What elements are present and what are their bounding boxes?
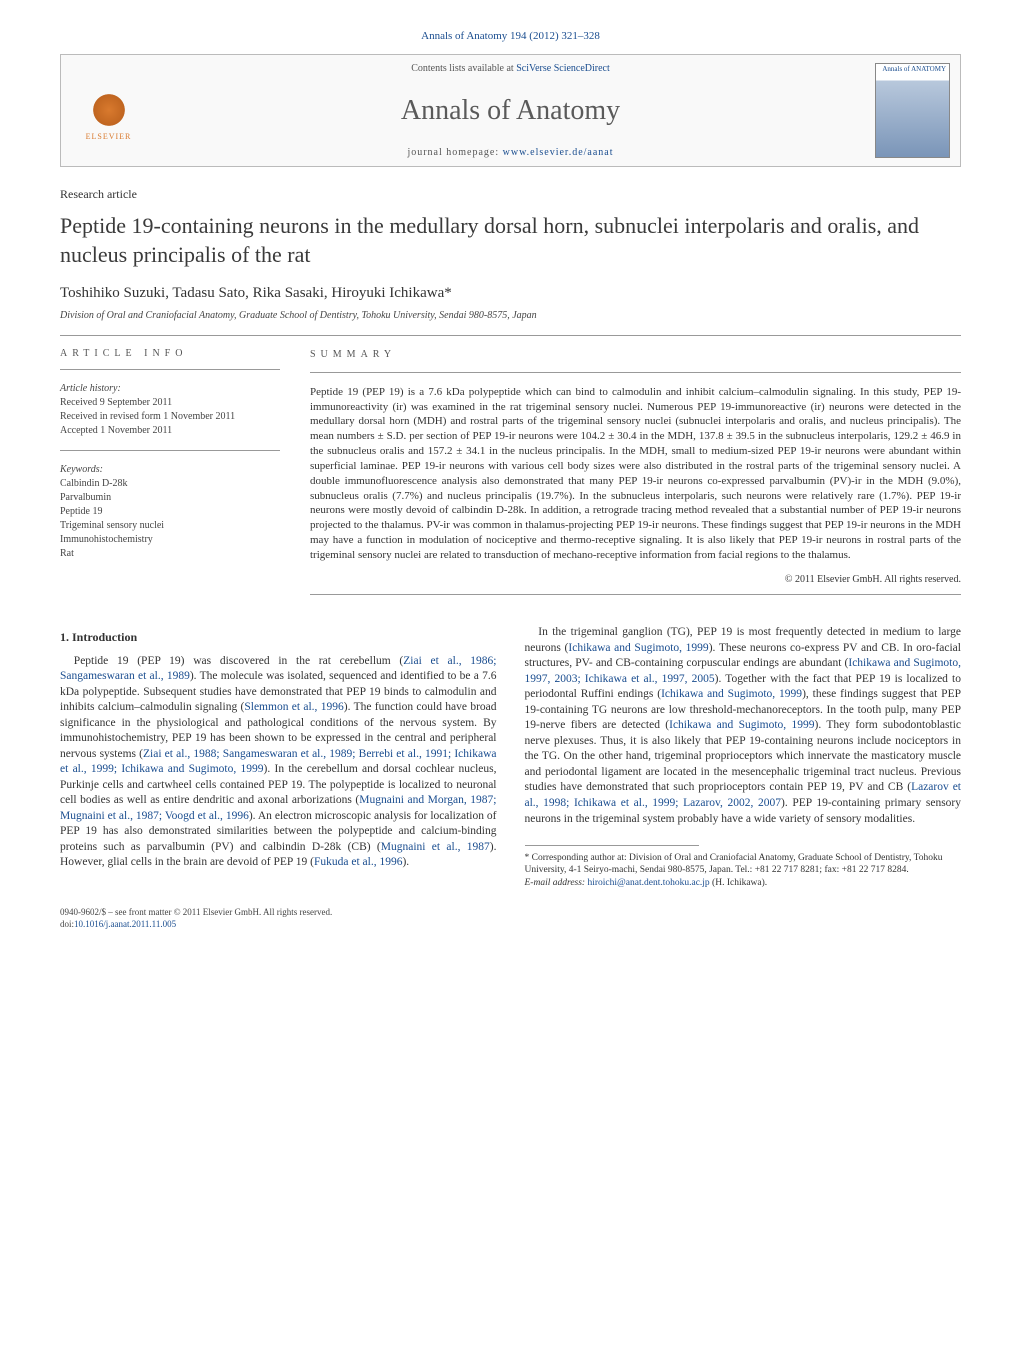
citation-link[interactable]: Mugnaini et al., 1987 (381, 841, 490, 853)
front-matter-line: 0940-9602/$ – see front matter © 2011 El… (60, 907, 961, 919)
contents-available: Contents lists available at SciVerse Sci… (166, 63, 855, 74)
corresponding-author-footnote: * Corresponding author at: Division of O… (525, 852, 962, 877)
divider (60, 335, 961, 336)
abstract-column: summary Peptide 19 (PEP 19) is a 7.6 kDa… (310, 348, 961, 607)
citation-link[interactable]: Slemmon et al., 1996 (244, 701, 343, 713)
info-abstract-row: article info Article history: Received 9… (60, 348, 961, 607)
article-history: Article history: Received 9 September 20… (60, 382, 280, 438)
keywords-label: Keywords: (60, 464, 103, 475)
p1-text: Peptide 19 (PEP 19) was discovered in th… (74, 655, 403, 667)
article-type: Research article (60, 187, 961, 202)
section-heading-introduction: 1. Introduction (60, 629, 497, 645)
header-center: Contents lists available at SciVerse Sci… (156, 55, 865, 166)
footer-metadata: 0940-9602/$ – see front matter © 2011 El… (60, 907, 961, 930)
history-received: Received 9 September 2011 (60, 396, 280, 410)
article-info-column: article info Article history: Received 9… (60, 348, 280, 607)
info-divider (60, 450, 280, 451)
footnote-block: * Corresponding author at: Division of O… (525, 845, 962, 889)
email-suffix: (H. Ichikawa). (710, 878, 768, 888)
keyword: Immunohistochemistry (60, 533, 280, 547)
keyword: Trigeminal sensory nuclei (60, 519, 280, 533)
keyword: Parvalbumin (60, 491, 280, 505)
info-divider (60, 369, 280, 370)
cover-title: Annals of ANATOMY (879, 66, 946, 73)
doi-prefix: doi: (60, 919, 74, 929)
homepage-prefix: journal homepage: (407, 147, 502, 158)
citation-link[interactable]: Ichikawa and Sugimoto, 1999 (661, 688, 802, 700)
citation-link[interactable]: Ichikawa and Sugimoto, 1999 (669, 719, 814, 731)
history-accepted: Accepted 1 November 2011 (60, 424, 280, 438)
history-label: Article history: (60, 383, 121, 394)
abstract-divider (310, 372, 961, 373)
contents-prefix: Contents lists available at (411, 63, 516, 74)
article-title: Peptide 19-containing neurons in the med… (60, 212, 961, 269)
keyword: Calbindin D-28k (60, 477, 280, 491)
doi-link[interactable]: 10.1016/j.aanat.2011.11.005 (74, 919, 176, 929)
journal-reference: Annals of Anatomy 194 (2012) 321–328 (60, 30, 961, 42)
p1-text: ). (402, 856, 409, 868)
history-revised: Received in revised form 1 November 2011 (60, 410, 280, 424)
citation-link[interactable]: Ichikawa and Sugimoto, 1999 (568, 642, 708, 654)
footnote-divider (525, 845, 700, 846)
intro-paragraph-2: In the trigeminal ganglion (TG), PEP 19 … (525, 625, 962, 827)
email-footnote: E-mail address: hiroichi@anat.dent.tohok… (525, 877, 962, 889)
journal-title: Annals of Anatomy (166, 95, 855, 127)
elsevier-logo: ELSEVIER (71, 73, 146, 148)
cover-thumb-cell: Annals of ANATOMY (865, 55, 960, 166)
keywords-block: Keywords: Calbindin D-28k Parvalbumin Pe… (60, 463, 280, 561)
affiliation: Division of Oral and Craniofacial Anatom… (60, 310, 961, 321)
elsevier-tree-icon (84, 80, 134, 130)
keyword: Peptide 19 (60, 505, 280, 519)
journal-homepage: journal homepage: www.elsevier.de/aanat (166, 147, 855, 158)
author-list: Toshihiko Suzuki, Tadasu Sato, Rika Sasa… (60, 285, 961, 302)
body-two-column: 1. Introduction Peptide 19 (PEP 19) was … (60, 625, 961, 889)
journal-header: ELSEVIER Contents lists available at Sci… (60, 54, 961, 167)
publisher-logo-cell: ELSEVIER (61, 55, 156, 166)
doi-line: doi:10.1016/j.aanat.2011.11.005 (60, 919, 961, 931)
email-label: E-mail address: (525, 878, 588, 888)
keyword: Rat (60, 547, 280, 561)
homepage-link[interactable]: www.elsevier.de/aanat (503, 147, 614, 158)
publisher-name: ELSEVIER (86, 132, 132, 141)
sciencedirect-link[interactable]: SciVerse ScienceDirect (516, 63, 610, 74)
citation-link[interactable]: Fukuda et al., 1996 (314, 856, 402, 868)
email-link[interactable]: hiroichi@anat.dent.tohoku.ac.jp (587, 878, 709, 888)
abstract-copyright: © 2011 Elsevier GmbH. All rights reserve… (310, 573, 961, 587)
intro-paragraph-1: Peptide 19 (PEP 19) was discovered in th… (60, 654, 497, 871)
article-info-heading: article info (60, 348, 280, 359)
journal-cover-thumbnail: Annals of ANATOMY (875, 63, 950, 158)
abstract-bottom-divider (310, 594, 961, 595)
abstract-text: Peptide 19 (PEP 19) is a 7.6 kDa polypep… (310, 385, 961, 563)
summary-heading: summary (310, 348, 961, 362)
